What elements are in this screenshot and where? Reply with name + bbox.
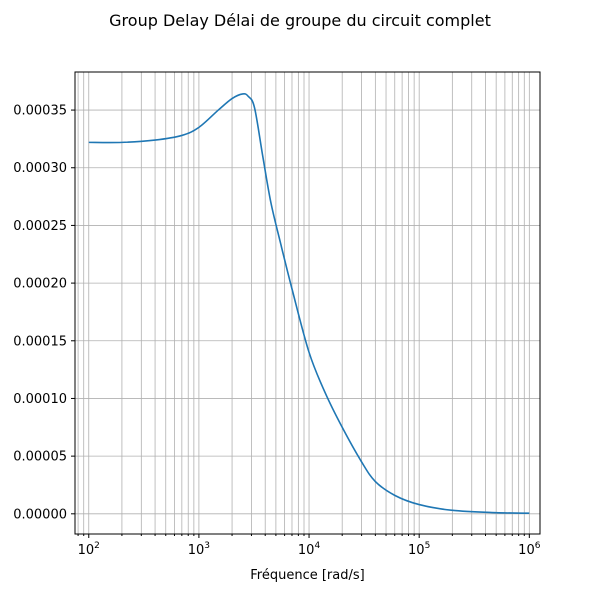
x-tick-exponent: 2	[94, 541, 100, 551]
y-tick-label: 0.00030	[13, 161, 67, 176]
y-tick-label: 0.00000	[13, 507, 67, 522]
y-axis: 0.00000 0.00005 0.00010 0.00015 0.00020 0.000…	[13, 104, 75, 522]
x-tick-base: 10	[408, 543, 425, 558]
x-tick-exponent: 6	[535, 541, 541, 551]
x-tick-label: 103	[188, 541, 210, 558]
plot-frame	[74, 71, 541, 535]
y-tick-label: 0.00025	[13, 219, 67, 234]
series-layer	[88, 92, 530, 515]
x-tick-label: 105	[408, 541, 430, 558]
x-tick-base: 10	[518, 543, 535, 558]
y-tick-label: 0.00015	[13, 334, 67, 349]
y-tick-label: 0.00020	[13, 277, 67, 292]
grid	[75, 72, 540, 534]
x-tick-base: 10	[298, 543, 315, 558]
y-tick-label: 0.00035	[13, 104, 67, 119]
x-tick-label: 106	[518, 541, 541, 558]
x-tick-base: 10	[78, 543, 95, 558]
x-tick-label: 104	[298, 541, 321, 558]
x-tick-label: 102	[78, 541, 100, 558]
y-tick-label: 0.00010	[13, 392, 67, 407]
y-tick-label: 0.00005	[13, 450, 67, 465]
x-tick-exponent: 3	[204, 541, 210, 551]
x-tick-exponent: 4	[314, 541, 320, 551]
chart-title: Group Delay Délai de groupe du circuit c…	[109, 11, 491, 30]
x-axis-label: Fréquence [rad/s]	[250, 568, 364, 583]
x-axis: 102 103 104 105 106	[77, 534, 541, 558]
x-tick-base: 10	[188, 543, 205, 558]
series-line	[88, 92, 530, 515]
x-tick-exponent: 5	[425, 541, 431, 551]
